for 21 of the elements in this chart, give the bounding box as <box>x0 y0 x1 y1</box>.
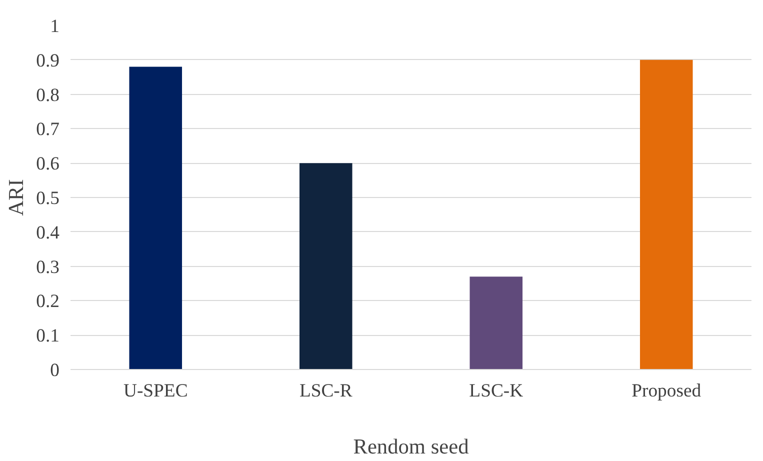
x-tick-label: U-SPEC <box>123 380 188 402</box>
bar <box>640 60 693 370</box>
x-tick-label: Proposed <box>632 380 702 402</box>
y-tick-label: 0.4 <box>36 222 60 244</box>
y-tick-label: 0.1 <box>36 326 60 347</box>
bar <box>470 276 523 370</box>
bar <box>129 66 182 370</box>
x-axis-title: Rendom seed <box>353 434 470 458</box>
x-tick-label: LSC-R <box>299 380 353 402</box>
y-tick-label: 0.7 <box>36 119 60 140</box>
y-tick-label: 0.5 <box>36 188 60 209</box>
y-tick-label: 0.8 <box>36 84 60 106</box>
x-tick-label: LSC-K <box>469 380 524 402</box>
y-tick-label: 0.6 <box>36 154 60 175</box>
y-tick-label: 1 <box>50 16 60 37</box>
y-tick-label: 0 <box>50 360 60 381</box>
bar <box>299 163 352 370</box>
y-tick-label: 0.3 <box>36 256 60 278</box>
y-tick-label: 0.2 <box>36 291 60 312</box>
y-axis-title: ARI <box>4 179 28 216</box>
y-tick-label: 0.9 <box>36 50 60 72</box>
